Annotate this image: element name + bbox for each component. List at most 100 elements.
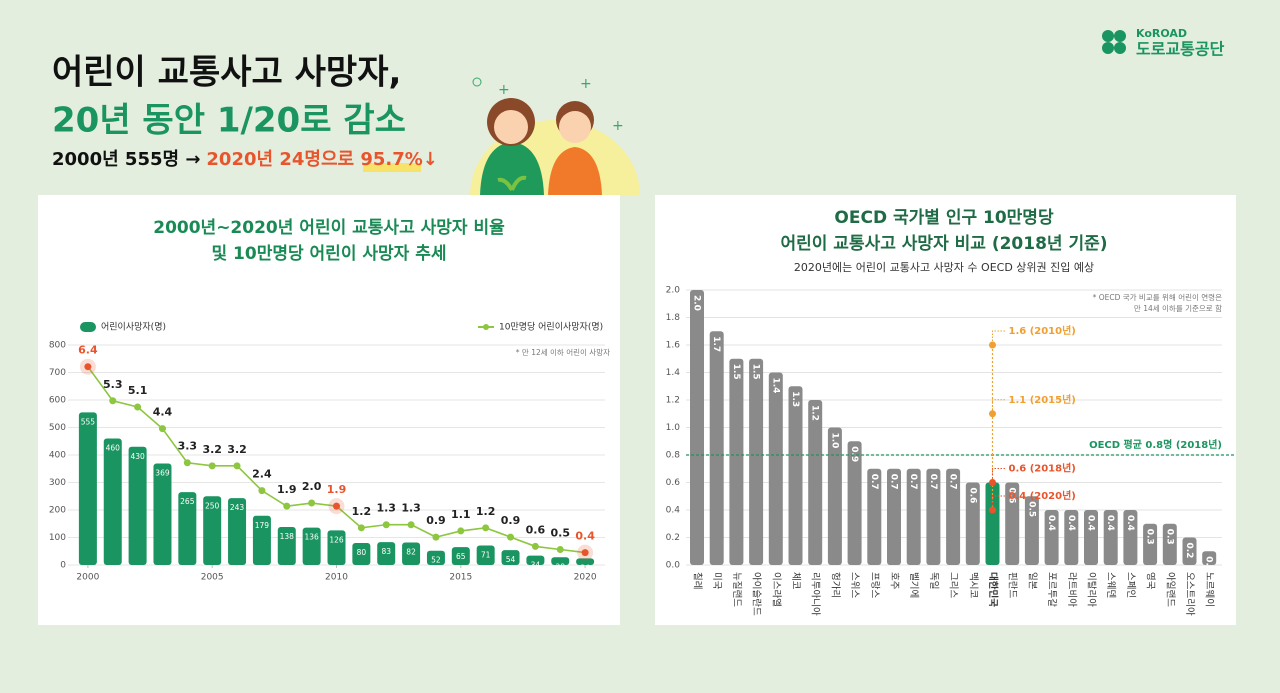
bar [128, 446, 147, 565]
x-tick-label: 아이슬란드 [751, 572, 763, 616]
bar-label: 0.7 [869, 474, 879, 490]
logo-brand: KoROAD [1136, 27, 1187, 40]
x-tick-label: 핀란드 [1007, 572, 1019, 598]
x-tick-label: 오스트리아 [1184, 572, 1195, 616]
point-label: 3.2 [227, 443, 247, 456]
x-tick-label: 포르투갈 [1046, 572, 1058, 607]
bar [985, 482, 1000, 565]
point-label: 1.2 [476, 505, 496, 518]
x-tick-label: 2015 [449, 573, 472, 583]
point [208, 462, 216, 470]
bar-label: 136 [304, 533, 319, 542]
y-tick-label: 0.2 [666, 533, 680, 543]
bar-label: 0.4 [1046, 515, 1056, 531]
point [84, 363, 92, 371]
x-tick-label: 스웨덴 [1105, 572, 1117, 598]
chart-subtitle: 2020년에는 어린이 교통사고 사망자 수 OECD 상위권 진입 예상 [794, 261, 1094, 274]
x-tick-label: 대한민국 [987, 572, 999, 607]
point [482, 524, 490, 532]
bar-label: 1.2 [810, 405, 820, 421]
y-tick-label: 800 [49, 341, 66, 351]
point-label: 5.3 [103, 378, 123, 391]
bar [78, 412, 97, 565]
bar [887, 468, 901, 565]
x-tick-label: 일본 [1026, 572, 1037, 590]
point-label: 3.2 [202, 443, 222, 456]
point [507, 533, 515, 541]
bar [178, 492, 197, 565]
summary: 2000년 555명 → 2020년 24명으로 95.7%↓ [52, 149, 438, 170]
summary-before: 2000년 555명 → [52, 149, 200, 170]
legend-swatch [483, 324, 489, 330]
point [134, 403, 142, 411]
point-label: 3.3 [178, 440, 198, 453]
legend-swatch [80, 322, 96, 332]
y-tick-label: 100 [49, 533, 66, 543]
bar-label: 0.4 [1066, 515, 1076, 531]
bar-label: 0.4 [1105, 515, 1115, 531]
point-label: 1.9 [327, 483, 347, 496]
bar [847, 441, 862, 565]
y-tick-label: 0.8 [666, 451, 681, 461]
bar [827, 427, 842, 565]
point-label: 0.9 [501, 514, 521, 527]
bar [1143, 523, 1158, 565]
bar-label: 83 [381, 547, 391, 556]
bar [203, 496, 222, 565]
bar-label: 65 [456, 552, 466, 561]
x-tick-label: 스위스 [849, 572, 861, 598]
bar-label: 0.4 [1125, 515, 1135, 531]
y-tick-label: 1.6 [666, 341, 681, 351]
x-tick-label: 칠레 [692, 572, 703, 589]
y-tick-label: 1.2 [666, 396, 680, 406]
girl-face [494, 110, 528, 144]
y-tick-label: 1.0 [666, 423, 681, 433]
kids-illustration: + + + [470, 76, 640, 195]
logo-name: 도로교통공단 [1136, 40, 1225, 59]
bar-label: 1.5 [731, 364, 741, 380]
bar [1024, 496, 1039, 565]
x-tick-label: 라트비아 [1066, 572, 1077, 607]
bar [1123, 510, 1138, 565]
logo-leaf [1114, 42, 1126, 54]
point-label: 4.4 [153, 406, 173, 419]
trend-leader [992, 399, 1007, 410]
point [333, 502, 340, 510]
y-tick-label: 1.8 [666, 313, 681, 323]
point [258, 487, 266, 495]
y-tick-label: 700 [49, 368, 66, 378]
bar [729, 358, 744, 565]
bar [926, 468, 941, 565]
y-tick-label: 0.0 [666, 561, 681, 571]
point [581, 549, 589, 557]
bar-label: 52 [431, 556, 441, 565]
bar-label: 369 [155, 469, 170, 478]
chart-title: 어린이 교통사고 사망자 비교 (2018년 기준) [780, 234, 1107, 254]
bar [867, 468, 882, 565]
logo-leaf [1114, 30, 1126, 42]
x-tick-label: 멕시코 [967, 572, 978, 598]
x-tick-label: 2010 [325, 573, 348, 583]
point [531, 542, 539, 550]
summary-after: 2020년 24명으로 95.7%↓ [206, 149, 437, 170]
point-label: 1.2 [352, 505, 372, 518]
bar-label: 0.2 [1184, 543, 1194, 559]
bar [1103, 510, 1118, 565]
y-tick-label: 0.4 [666, 506, 681, 516]
bar-label: 0.6 [967, 488, 977, 504]
bar-label: 126 [329, 535, 344, 544]
bar [228, 498, 247, 565]
bar-label: 2.0 [692, 295, 702, 311]
x-tick-label: 아일랜드 [1164, 572, 1175, 607]
bar [103, 438, 122, 565]
x-tick-label: 프랑스 [869, 572, 881, 598]
x-tick-label: 영국 [1145, 572, 1156, 590]
point-label: 6.4 [78, 344, 98, 357]
x-tick-label: 2020 [574, 573, 597, 583]
point [308, 499, 316, 507]
bar-label: 71 [481, 550, 491, 559]
y-tick-label: 300 [49, 478, 66, 488]
y-tick-label: 400 [49, 451, 66, 461]
bar-label: 555 [81, 417, 96, 426]
